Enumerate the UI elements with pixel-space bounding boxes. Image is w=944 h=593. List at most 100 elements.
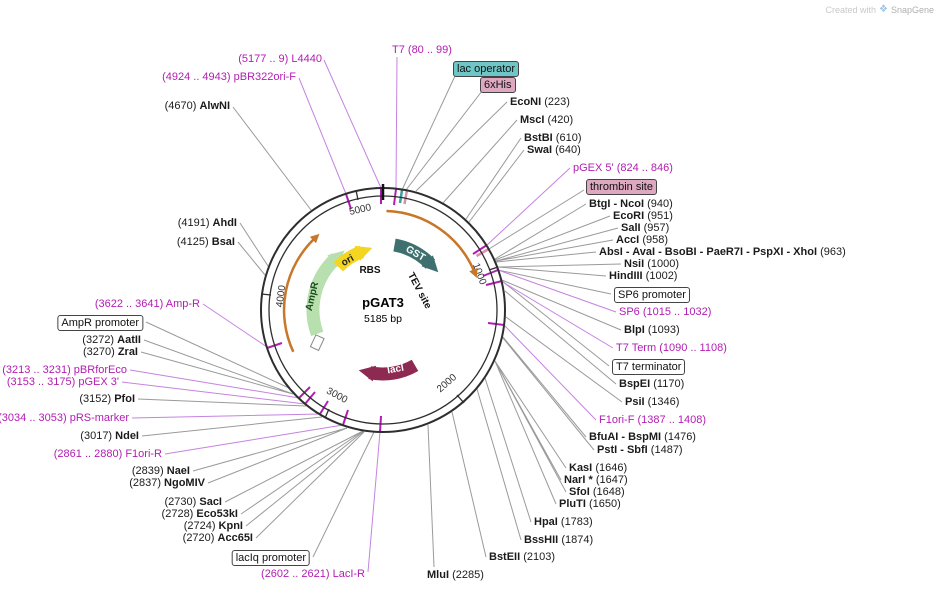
enzyme-site-label: BstEII (2103) (489, 551, 555, 564)
primer-label-amp-r: (3622 .. 3641) Amp-R (95, 298, 200, 311)
primer-label-f1ori-f: F1ori-F (1387 .. 1408) (599, 414, 706, 427)
boxed-label-laciq-promoter: lacIq promoter (231, 550, 310, 566)
primer-position: (3153 .. 3175) (6, 376, 76, 388)
thrombin-site-mark (475, 247, 490, 258)
site-position: (951) (647, 210, 673, 222)
enzyme-site-label: PluTI (1650) (559, 498, 621, 511)
site-name: NdeI (115, 430, 139, 442)
site-position: (2103) (523, 551, 556, 563)
enzyme-site-label: (3272) AatII (82, 334, 141, 347)
feature-arrow-ori (333, 245, 373, 272)
watermark-brand: SnapGene (890, 4, 934, 15)
enzyme-site-label: (4670) AlwNI (165, 100, 230, 113)
primer-position: (4924 .. 4943) (162, 71, 231, 83)
site-name: AccI (616, 234, 640, 246)
primer-label-f1ori-r: (2861 .. 2880) F1ori-R (54, 448, 162, 461)
site-position: (2839) (131, 465, 164, 477)
site-name: BfuAI - BspMI (589, 431, 662, 443)
site-position: (1000) (647, 258, 680, 270)
primer-callout-lines (121, 56, 617, 573)
site-position: (958) (642, 234, 668, 246)
primer-label-laci-r: (2602 .. 2621) LacI-R (261, 568, 365, 581)
enzyme-site-label: BfuAI - BspMI (1476) (589, 431, 696, 444)
enzyme-site-label: BstBI (610) (524, 132, 581, 145)
enzyme-site-label: AccI (958) (616, 234, 668, 247)
primer-name: F1ori-F (599, 414, 635, 426)
site-name: BsaI (211, 236, 235, 248)
site-position: (420) (547, 114, 574, 126)
site-name: ZraI (117, 346, 138, 358)
site-name: SacI (199, 496, 222, 508)
site-position: (3272) (82, 334, 115, 346)
site-position: (1648) (592, 486, 625, 498)
site-position: (3270) (82, 346, 115, 358)
site-position: (223) (544, 96, 570, 108)
site-name: NgoMIV (164, 477, 205, 489)
site-position: (1487) (650, 444, 683, 456)
enzyme-site-label: SfoI (1648) (569, 486, 625, 499)
scale-label-3000: 3000 (324, 386, 349, 406)
site-name: PstI - SbfI (597, 444, 648, 456)
enzyme-site-label: (2839) NaeI (132, 465, 190, 478)
primer-name: T7 Term (616, 342, 657, 354)
site-name: SfoI (569, 486, 590, 498)
enzyme-site-label: (3152) PfoI (79, 393, 135, 406)
site-name: BlpI (624, 324, 645, 336)
site-position: (963) (820, 246, 846, 258)
site-position: (640) (555, 144, 581, 156)
site-position: (1170) (653, 378, 685, 390)
site-name: MscI (520, 114, 545, 126)
primer-name: pBR322ori-F (233, 71, 296, 83)
enzyme-site-label: EcoNI (223) (510, 96, 570, 109)
site-position: (940) (647, 198, 673, 210)
site-name: HpaI (534, 516, 558, 528)
primer-name: F1ori-R (125, 448, 162, 460)
site-position: (1874) (561, 534, 594, 546)
primer-name: pBRforEco (73, 364, 127, 376)
site-name: Eco53kI (196, 508, 238, 520)
enzyme-callout-lines (137, 101, 623, 568)
enzyme-site-label: (2730) SacI (165, 496, 223, 509)
watermark-prefix: Created with (825, 4, 876, 15)
primer-label-pbrforeco: (3213 .. 3231) pBRforEco (2, 364, 127, 377)
primer-position: (80 .. 99) (407, 44, 452, 56)
site-name: MluI (427, 569, 449, 581)
lac-operator-site-mark (398, 189, 404, 204)
primer-position: (1090 .. 1108) (659, 342, 727, 354)
primer-site-marks (266, 188, 505, 433)
feature-arrow-ampr (306, 250, 345, 337)
site-name: SalI (621, 222, 641, 234)
boxed-label-6xhis: 6xHis (480, 77, 516, 93)
enzyme-site-label: BssHII (1874) (524, 534, 593, 547)
site-position: (2730) (164, 496, 197, 508)
orf-arc-left (282, 233, 320, 353)
primer-label-l4440: (5177 .. 9) L4440 (238, 53, 322, 66)
site-position: (1093) (647, 324, 680, 336)
enzyme-site-label: PsiI (1346) (625, 396, 679, 409)
enzyme-site-label: SalI (957) (621, 222, 669, 235)
primer-position: (1015 .. 1032) (642, 306, 712, 318)
primer-name: pGEX 3' (78, 376, 119, 388)
enzyme-site-label: SwaI (640) (527, 144, 581, 157)
primer-name: Amp-R (165, 298, 200, 310)
boxed-label-sp6-promoter: SP6 promoter (614, 287, 690, 303)
site-name: KasI (569, 462, 593, 474)
scale-tick-marks (260, 189, 499, 419)
enzyme-site-label: BtgI - NcoI (940) (589, 198, 673, 211)
site-position: (957) (643, 222, 670, 234)
site-name: Acc65I (217, 532, 253, 544)
site-position: (1476) (664, 431, 696, 443)
enzyme-site-label: BspEI (1170) (619, 378, 684, 391)
enzyme-site-label: (2837) NgoMIV (129, 477, 205, 490)
primer-name: LacI-R (332, 568, 365, 580)
site-position: (4125) (176, 236, 209, 248)
site-name: AhdI (212, 217, 237, 229)
site-name: AbsI - AvaI - BsoBI - PaeR7I - PspXI - X… (599, 246, 818, 258)
site-name: SwaI (527, 144, 553, 156)
primer-name: pRS-marker (69, 412, 129, 424)
primer-name: SP6 (619, 306, 640, 318)
site-position: (3152) (79, 393, 112, 405)
enzyme-site-label: HpaI (1783) (534, 516, 593, 529)
